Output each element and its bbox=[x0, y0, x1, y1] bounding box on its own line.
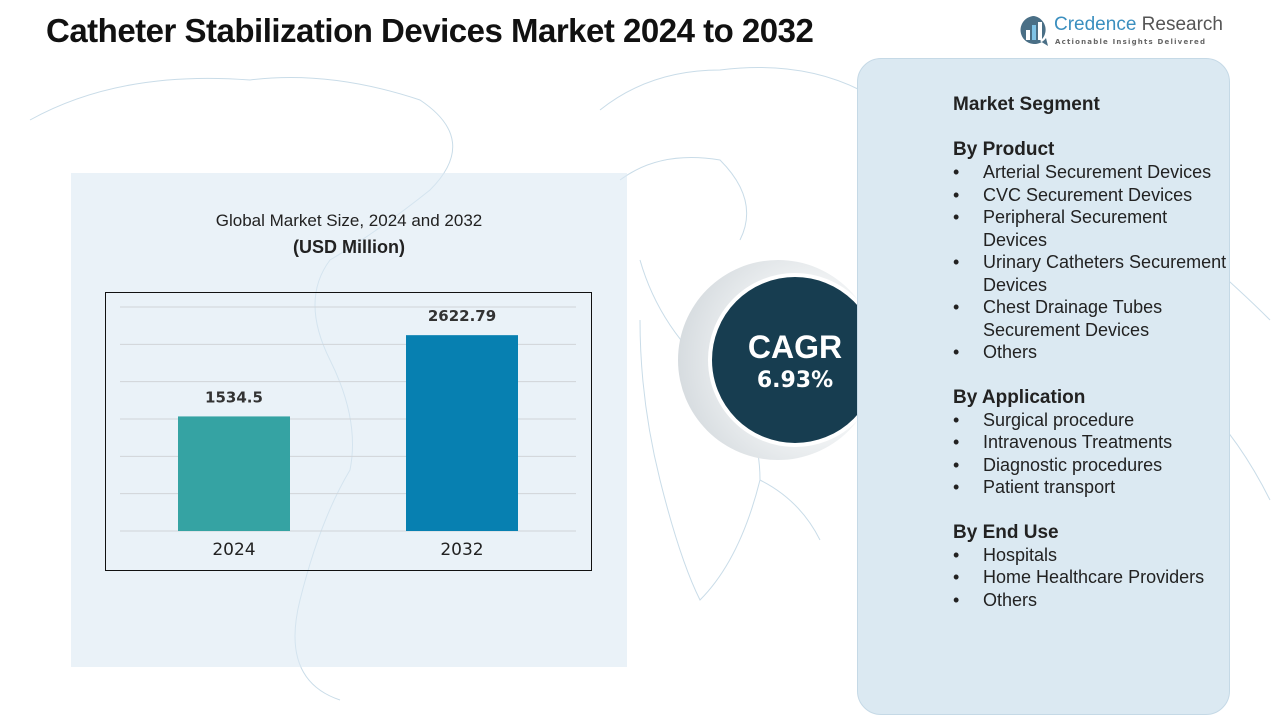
cagr-badge: CAGR 6.93% bbox=[708, 273, 882, 447]
segment-group: By ProductArterial Securement DevicesCVC… bbox=[953, 138, 1228, 364]
logo-name-part1: Credence bbox=[1054, 14, 1137, 35]
chart-frame bbox=[105, 292, 592, 571]
bar-2024 bbox=[178, 416, 290, 531]
cagr-label: CAGR bbox=[747, 329, 843, 365]
segment-group: By End UseHospitalsHome Healthcare Provi… bbox=[953, 521, 1228, 612]
logo-name: Credence Research bbox=[1054, 14, 1223, 36]
segment-group: By ApplicationSurgical procedureIntraven… bbox=[953, 386, 1228, 499]
segment-item: Others bbox=[953, 341, 1228, 364]
cagr-value: 6.93% bbox=[756, 368, 834, 393]
x-tick-label: 2032 bbox=[440, 540, 483, 560]
segment-item: Hospitals bbox=[953, 544, 1228, 567]
segment-item: Surgical procedure bbox=[953, 409, 1228, 432]
x-tick-label: 2024 bbox=[212, 540, 255, 560]
segment-group-title: By Application bbox=[953, 386, 1086, 408]
segment-item: Urinary Catheters Securement Devices bbox=[953, 251, 1228, 296]
logo-tagline: Actionable Insights Delivered bbox=[1055, 38, 1207, 46]
credence-research-logo: Credence Research Actionable Insights De… bbox=[1018, 14, 1233, 50]
segment-item: Chest Drainage Tubes Securement Devices bbox=[953, 296, 1228, 341]
segment-item: Patient transport bbox=[953, 476, 1228, 499]
chart-panel: Global Market Size, 2024 and 2032 (USD M… bbox=[71, 173, 627, 667]
data-label: 2622.79 bbox=[428, 307, 496, 325]
segment-item: CVC Securement Devices bbox=[953, 184, 1228, 207]
segment-item: Diagnostic procedures bbox=[953, 454, 1228, 477]
chart-unit: (USD Million) bbox=[293, 237, 405, 257]
logo-name-part2: Research bbox=[1141, 14, 1223, 35]
chart-title: Global Market Size, 2024 and 2032 bbox=[215, 211, 483, 230]
segment-group-title: By End Use bbox=[953, 521, 1059, 543]
segment-item: Peripheral Securement Devices bbox=[953, 206, 1228, 251]
data-label: 1534.5 bbox=[205, 388, 263, 406]
market-segment-panel: Market Segment By ProductArterial Secure… bbox=[857, 58, 1230, 715]
segment-heading: Market Segment bbox=[953, 94, 1100, 115]
segment-item: Others bbox=[953, 589, 1228, 612]
page-title: Catheter Stabilization Devices Market 20… bbox=[46, 12, 814, 49]
logo-icon bbox=[1020, 16, 1048, 46]
bar-2032 bbox=[406, 335, 518, 531]
segment-item: Arterial Securement Devices bbox=[953, 161, 1228, 184]
segment-item: Intravenous Treatments bbox=[953, 431, 1228, 454]
segment-group-title: By Product bbox=[953, 139, 1055, 160]
segment-item: Home Healthcare Providers bbox=[953, 566, 1228, 589]
